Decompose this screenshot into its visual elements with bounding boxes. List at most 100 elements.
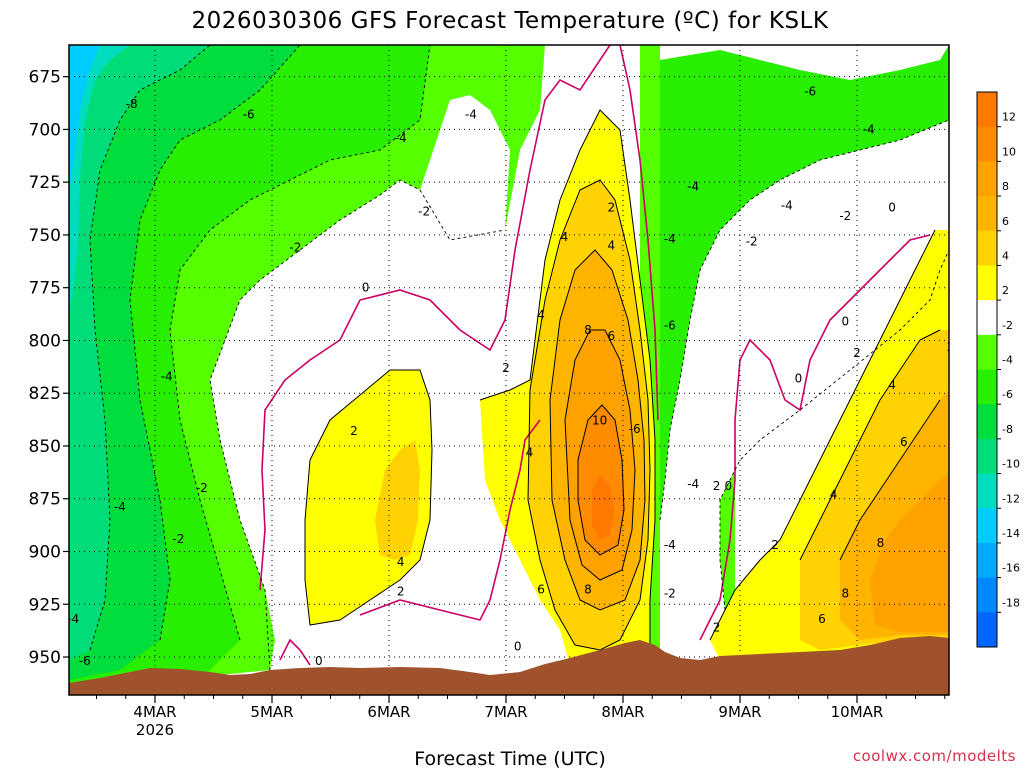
- contour-plus2-a: [304, 369, 433, 626]
- x-tick-label: 4MAR: [133, 703, 176, 721]
- x-tick-label: 5MAR: [250, 703, 293, 721]
- contour-label: 4: [830, 488, 838, 502]
- colorbar-label: 4: [1002, 249, 1009, 262]
- contour-plus6-b: [549, 249, 646, 611]
- colorbar: 12 10 8 6 4 2 -2 -4 -6 -8 -10 -12 -14 -16 -18: [976, 91, 1020, 648]
- contour-minus2-right: [719, 249, 949, 611]
- contour-label: -2: [664, 587, 676, 601]
- contour-label: 2: [947, 340, 955, 354]
- colorbar-swatch: [977, 577, 997, 613]
- y-tick-label: 875: [29, 490, 61, 510]
- colorbar-label: 2: [1002, 284, 1009, 297]
- fill-band-minus8: [69, 45, 300, 680]
- colorbar-swatch: [977, 438, 997, 475]
- contour-label: 2: [502, 361, 510, 375]
- contour-label: -2: [418, 205, 430, 219]
- x-tick-year-label: 2026: [136, 721, 174, 739]
- contour-label: -4: [395, 131, 407, 145]
- contour-label: 0: [888, 201, 896, 215]
- contour-label: -2: [196, 481, 208, 495]
- contour-label: -2: [172, 532, 184, 546]
- contour-plus8-b: [564, 329, 636, 581]
- fill-band-minus2-top: [420, 95, 510, 250]
- contour-label: 6: [607, 329, 615, 343]
- contour-label: -4: [664, 232, 676, 246]
- contour-plus4-c: [799, 329, 941, 561]
- plot-frame: [68, 44, 950, 696]
- contour-label: 2: [713, 479, 721, 493]
- contour-minus4-right: [659, 119, 949, 521]
- colorbar-label: -2: [1002, 319, 1013, 332]
- colorbar-label: -10: [1002, 458, 1020, 471]
- contour-label: 2: [771, 538, 779, 552]
- y-tick-label: 900: [29, 542, 61, 562]
- y-tick-label: 750: [29, 226, 61, 246]
- y-tick-label: 800: [29, 331, 61, 351]
- contour-label: -4: [664, 538, 676, 552]
- fill-band-plus12-b: [592, 475, 614, 540]
- colorbar-swatch: [977, 265, 997, 301]
- contour-label: 8: [877, 536, 885, 550]
- contour-label: -4: [863, 122, 875, 136]
- contour-label: 4: [561, 230, 569, 244]
- colorbar-swatch: [977, 542, 997, 579]
- contour-label: -2: [839, 209, 851, 223]
- contour-label: 0: [362, 281, 370, 295]
- colorbar-swatch: [977, 369, 997, 405]
- colorbar-swatch: [977, 196, 997, 232]
- contour-labels: -12-8-6-4-4-2-20-4-2-4-2-4-6242002444468…: [67, 84, 955, 668]
- x-tick-label: 8MAR: [601, 703, 644, 721]
- contour-label: -6: [243, 108, 255, 122]
- fill-band-plus2-a: [305, 370, 432, 625]
- colorbar-label: 10: [1002, 145, 1016, 158]
- colorbar-swatch: [977, 334, 997, 370]
- contour-label: -2: [289, 241, 301, 255]
- contour-label: 4: [537, 308, 545, 322]
- contour-label: 4: [607, 238, 615, 252]
- contour-label: 2: [853, 346, 861, 360]
- terrain-surface: [69, 636, 949, 695]
- plot-area: -12-8-6-4-4-2-20-4-2-4-2-4-6242002444468…: [67, 45, 955, 695]
- y-tick-label: 700: [29, 120, 61, 140]
- x-axis-label: Forecast Time (UTC): [414, 748, 605, 768]
- contour-minus6: [129, 45, 301, 641]
- colorbar-swatch: [977, 508, 997, 544]
- contour-label: -6: [79, 654, 91, 668]
- contour-label: 8: [841, 587, 849, 601]
- contour-label: 6: [900, 435, 908, 449]
- contour-label: -4: [67, 612, 79, 626]
- contour-plus6-c: [839, 399, 941, 561]
- colorbar-label: -6: [1002, 388, 1013, 401]
- y-tick-label: 950: [29, 648, 61, 668]
- fill-band-minus6-right: [660, 45, 949, 520]
- grid: [69, 45, 949, 695]
- contour-label: -8: [126, 97, 138, 111]
- y-tick-label: 675: [29, 68, 61, 88]
- y-tick-label: 850: [29, 437, 61, 457]
- contour-label: -4: [687, 179, 699, 193]
- credit-text: coolwx.com/modelts: [853, 747, 1016, 765]
- chart-title: 2026030306 GFS Forecast Temperature (ºC)…: [191, 8, 828, 34]
- fill-band-plus4-a: [375, 440, 420, 560]
- y-tick-label: 825: [29, 384, 61, 404]
- colorbar-swatch: [977, 473, 997, 509]
- colorbar-swatch: [977, 230, 997, 266]
- contour-label: -4: [465, 108, 477, 122]
- zero-isotherm-b: [359, 419, 541, 621]
- colorbar-label: -16: [1002, 562, 1020, 575]
- contour-label: 8: [584, 582, 592, 596]
- contour-label: 2: [607, 201, 615, 215]
- fill-band-minus10: [69, 45, 210, 660]
- contour-label: 2: [397, 585, 405, 599]
- contour-label: 8: [584, 323, 592, 337]
- zero-isotherm-d: [699, 234, 931, 641]
- contour-label: 0: [514, 639, 522, 653]
- colorbar-label: 12: [1002, 111, 1016, 124]
- contour-label: -6: [664, 319, 676, 333]
- fill-band-minus4: [69, 45, 949, 690]
- contour-label: 6: [537, 582, 545, 596]
- colorbar-label: 8: [1002, 180, 1009, 193]
- contour-label: 4: [526, 445, 534, 459]
- colorbar-swatch: [977, 161, 997, 197]
